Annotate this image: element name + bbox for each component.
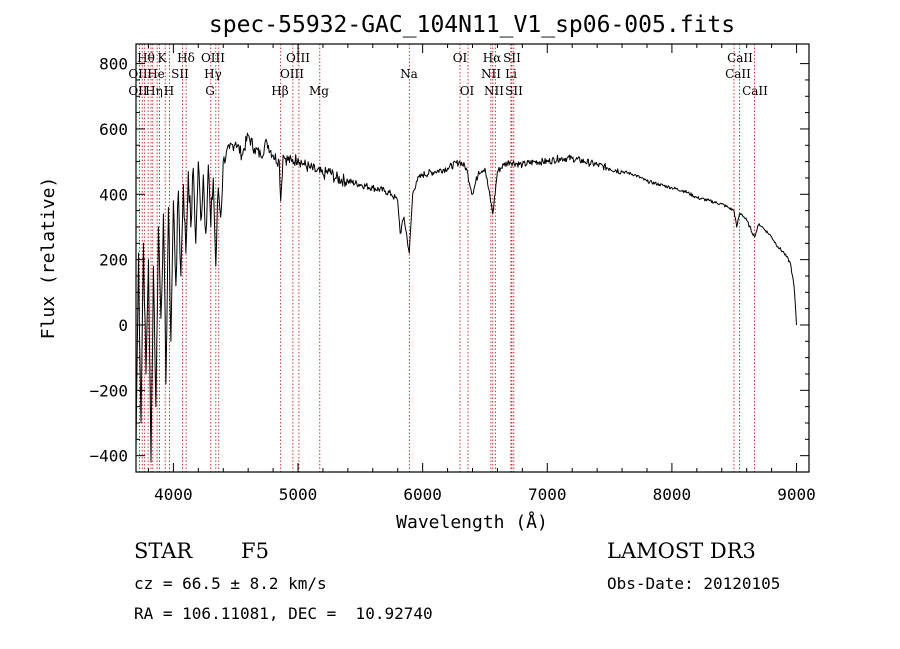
line-label: NII xyxy=(481,67,501,81)
line-label: CaII xyxy=(742,84,768,98)
line-label: He xyxy=(147,67,165,81)
line-label: Mg xyxy=(309,84,329,98)
y-tick-label: 600 xyxy=(99,120,128,139)
line-label: OIII xyxy=(280,67,304,81)
line-label: SII xyxy=(505,84,523,98)
spectrum-line xyxy=(135,132,797,463)
y-tick-label: 400 xyxy=(99,185,128,204)
survey-name: LAMOST DR3 xyxy=(607,539,756,563)
line-label: K xyxy=(158,51,168,65)
redshift-velocity: cz = 66.5 ± 8.2 km/s xyxy=(134,574,327,593)
observation-date: Obs-Date: 20120105 xyxy=(607,574,780,593)
line-label: Hβ xyxy=(271,84,288,98)
x-tick-label: 5000 xyxy=(279,485,318,504)
chart-title: spec-55932-GAC_104N11_V1_sp06-005.fits xyxy=(209,12,735,38)
plot-frame xyxy=(135,43,810,473)
spectral-line-markers xyxy=(138,44,755,472)
line-label: H xyxy=(164,84,174,98)
x-tick-label: 4000 xyxy=(154,485,193,504)
x-axis-label: Wavelength (Å) xyxy=(396,511,548,533)
line-label: OI xyxy=(453,51,468,65)
y-tick-label: −400 xyxy=(89,447,128,466)
x-axis: 4000 5000 6000 7000 8000 9000 xyxy=(147,44,816,504)
y-axis: −400 −200 0 200 400 600 800 xyxy=(89,55,809,466)
x-tick-label: 9000 xyxy=(777,485,816,504)
y-tick-label: −200 xyxy=(89,381,128,400)
object-class: STAR xyxy=(134,539,193,563)
line-label: Hδ xyxy=(177,51,195,65)
line-label: SII xyxy=(503,51,521,65)
y-axis-label: Flux (relative) xyxy=(38,177,59,340)
line-label: OIII xyxy=(286,51,310,65)
line-label: Hγ xyxy=(204,67,222,81)
line-label: Li xyxy=(505,67,517,81)
line-label: Hα xyxy=(483,51,502,65)
line-label: CaII xyxy=(725,67,751,81)
y-tick-label: 0 xyxy=(118,316,128,335)
line-label: G xyxy=(205,84,215,98)
y-tick-label: 200 xyxy=(99,251,128,270)
line-label: OII xyxy=(128,67,148,81)
x-tick-label: 8000 xyxy=(653,485,692,504)
line-label: Na xyxy=(400,67,418,81)
x-tick-label: 7000 xyxy=(528,485,567,504)
line-label: OIII xyxy=(201,51,225,65)
line-label: Hη xyxy=(145,84,163,98)
line-label: OI xyxy=(460,84,475,98)
line-label: SII xyxy=(171,67,189,81)
spectral-subclass: F5 xyxy=(241,539,269,563)
spectrum-series xyxy=(135,132,797,463)
x-tick-label: 6000 xyxy=(403,485,442,504)
line-label: NII xyxy=(484,84,504,98)
line-label: CaII xyxy=(727,51,753,65)
y-tick-label: 800 xyxy=(99,55,128,74)
line-label: OII xyxy=(128,84,148,98)
coordinates: RA = 106.11081, DEC = 10.92740 xyxy=(134,604,433,623)
line-label: Hθ xyxy=(137,51,155,65)
